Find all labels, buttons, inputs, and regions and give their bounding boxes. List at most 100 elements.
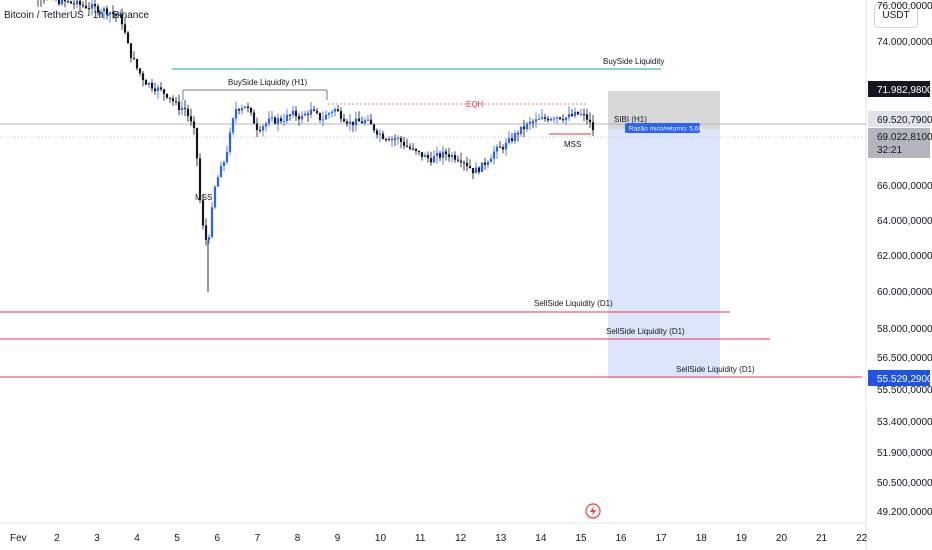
entry-price-tag — [868, 111, 930, 127]
candle-body — [279, 118, 283, 122]
candle-body — [264, 123, 268, 127]
candle-body — [588, 119, 592, 123]
candle-body — [330, 111, 334, 114]
candle-body — [135, 59, 139, 69]
candle-body — [351, 121, 355, 126]
candle-body — [477, 167, 481, 172]
take-profit-zone[interactable] — [608, 129, 720, 378]
candle-body — [57, 0, 61, 5]
lightning-icon[interactable] — [585, 503, 601, 519]
candle-body — [582, 114, 586, 116]
candle-body — [168, 97, 172, 99]
candle-body — [438, 153, 442, 158]
candle-body — [114, 13, 118, 16]
candle-body — [261, 126, 265, 131]
candle-body — [210, 207, 214, 238]
candle-body — [423, 155, 427, 158]
time-tick-label: 7 — [255, 533, 261, 544]
time-tick-label: 21 — [816, 533, 828, 544]
price-axis[interactable]: 76.000,0000 74.000,0000 66.000,0000 64.000,… — [877, 1, 932, 518]
candle-body — [528, 121, 532, 124]
last-price-value: 69.022,8100 — [877, 132, 932, 143]
candle-body — [228, 132, 232, 153]
candle-body — [534, 119, 538, 122]
candle-body — [222, 162, 226, 166]
candle-body — [495, 146, 499, 152]
time-tick-label: 22 — [856, 533, 868, 544]
mss-right-label: MSS — [564, 140, 581, 149]
candle-body — [321, 119, 325, 121]
candle-body — [258, 130, 262, 132]
candle-body — [360, 121, 364, 124]
candle-body — [507, 138, 511, 143]
candle-body — [420, 152, 424, 158]
candle-body — [144, 79, 148, 85]
candle-body — [309, 109, 313, 115]
candle-body — [549, 118, 553, 121]
target-price-value: 55.529,2900 — [877, 374, 932, 385]
candle-body — [486, 162, 490, 165]
price-tick-label: 66.000,0000 — [877, 181, 932, 192]
candle-body — [288, 114, 292, 116]
candle-body — [219, 165, 223, 178]
candle-body — [591, 122, 595, 131]
candle-body — [447, 154, 451, 158]
candle-body — [372, 124, 376, 131]
candle-body — [546, 118, 550, 121]
currency-selector[interactable]: USDT — [874, 4, 918, 28]
candle-body — [378, 133, 382, 135]
candle-body — [384, 138, 388, 140]
candle-body — [492, 151, 496, 159]
candle-body — [450, 154, 454, 158]
candle-body — [357, 118, 361, 122]
time-tick-label: 4 — [134, 533, 140, 544]
candle-body — [573, 111, 577, 116]
candle-body — [459, 160, 463, 163]
candle-body — [69, 1, 73, 4]
time-tick-label: 15 — [575, 533, 587, 544]
candle-body — [138, 68, 142, 74]
candle-body — [348, 121, 352, 124]
candle-body — [108, 12, 112, 15]
candle-body — [297, 116, 301, 120]
candle-body — [417, 150, 421, 153]
candle-body — [111, 12, 115, 14]
candle-body — [150, 82, 154, 89]
candle-body — [576, 111, 580, 115]
candle-body — [504, 142, 508, 150]
candle-body — [501, 147, 505, 150]
candle-body — [273, 117, 277, 124]
candle-body — [249, 107, 253, 113]
candle-body — [66, 1, 70, 3]
stop-price-value: 71.982,9800 — [877, 85, 932, 96]
sellside-liquidity-label-3: SellSide Liquidity (D1) — [676, 365, 755, 374]
candle-body — [471, 168, 475, 174]
candle-body — [483, 162, 487, 165]
candle-body — [294, 110, 298, 117]
candle-body — [555, 117, 559, 119]
sellside-liquidity-label-1: SellSide Liquidity (D1) — [534, 299, 613, 308]
candle-body — [510, 138, 514, 142]
candle-body — [147, 82, 151, 85]
candle-body — [396, 137, 400, 139]
candle-body — [465, 162, 469, 167]
candle-body — [126, 32, 130, 44]
candle-body — [177, 101, 181, 111]
price-tick-label: 50.500,0000 — [877, 478, 932, 489]
candle-body — [462, 162, 466, 164]
stop-loss-zone[interactable] — [608, 91, 720, 129]
candle-body — [339, 111, 343, 119]
last-price-tag — [868, 128, 930, 158]
time-tick-label: 16 — [616, 533, 628, 544]
time-tick-label: 10 — [375, 533, 387, 544]
candle-body — [333, 109, 337, 112]
time-tick-label: 3 — [94, 533, 100, 544]
candle-body — [336, 109, 340, 112]
candle-body — [300, 115, 304, 120]
price-tick-label: 55.500,0000 — [877, 385, 932, 396]
candle-body — [558, 117, 562, 120]
time-axis[interactable]: Fev 2 3 4 5 6 7 8 9 10 11 12 13 14 15 16 17 18 19 20 21 22 — [10, 533, 868, 544]
time-tick-label: 14 — [535, 533, 547, 544]
candle-body — [381, 133, 385, 139]
